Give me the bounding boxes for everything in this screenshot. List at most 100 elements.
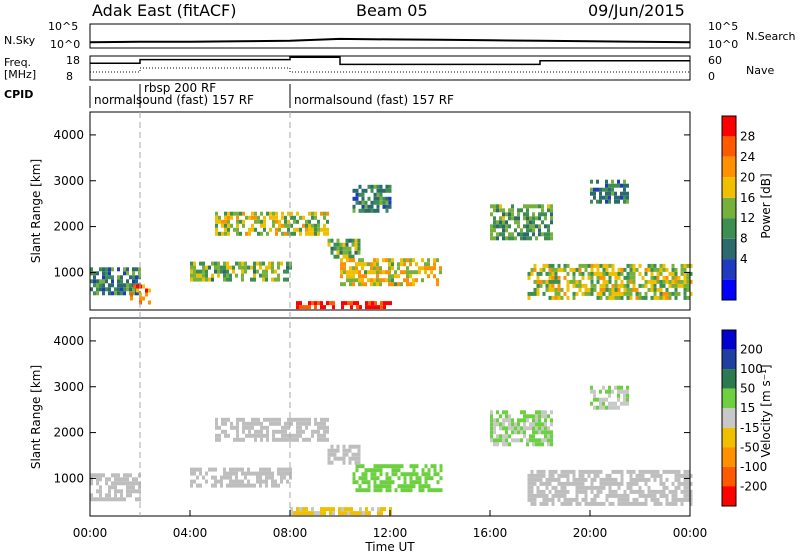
power-cell	[581, 263, 585, 268]
power-cell	[548, 287, 552, 292]
power-cell	[566, 279, 570, 284]
velocity-cell	[421, 484, 425, 489]
velocity-cell	[269, 421, 272, 426]
power-cell	[397, 274, 400, 279]
velocity-cell	[114, 473, 117, 478]
power-cell	[336, 238, 340, 243]
velocity-cell	[541, 422, 544, 427]
power-cell	[683, 283, 687, 288]
velocity-cell	[623, 397, 626, 402]
velocity-cell	[388, 476, 392, 481]
power-cell	[620, 271, 624, 276]
velocity-cell	[354, 452, 358, 457]
power-cell	[650, 283, 654, 288]
velocity-cell	[545, 481, 549, 486]
velocity-cell	[496, 438, 499, 443]
velocity-cell	[554, 477, 558, 482]
power-cell	[602, 287, 606, 292]
velocity-cell	[367, 480, 371, 485]
power-cell	[353, 301, 356, 306]
power-cell	[326, 211, 329, 216]
power-cell	[605, 183, 608, 188]
power-cell	[287, 223, 290, 228]
power-cell	[638, 295, 642, 300]
velocity-cell	[320, 417, 323, 422]
velocity-cell	[490, 426, 493, 431]
power-cell	[142, 296, 145, 301]
velocity-cell	[629, 481, 633, 486]
power-cell	[596, 263, 600, 268]
power-cell	[656, 287, 660, 292]
velocity-cell	[260, 425, 263, 430]
y-tick-label: 4000	[53, 334, 84, 348]
power-cell	[227, 223, 230, 228]
velocity-cell	[227, 433, 230, 438]
power-cell	[638, 263, 642, 268]
velocity-cell	[650, 489, 654, 494]
velocity-cell	[415, 472, 419, 477]
power-cell	[311, 223, 314, 228]
power-cell	[352, 196, 356, 201]
velocity-cell	[232, 471, 235, 476]
power-cell	[620, 183, 623, 188]
velocity-cell	[505, 442, 508, 447]
power-cell	[253, 273, 256, 278]
time-x-axis: 00:00 04:00 08:00 12:00 16:00 20:00 00:00	[73, 510, 707, 540]
velocity-cell	[99, 473, 102, 478]
velocity-cell	[296, 511, 299, 516]
power-cell	[617, 283, 621, 288]
velocity-cell	[617, 389, 620, 394]
power-cell	[330, 238, 334, 243]
velocity-cell	[361, 488, 365, 493]
power-cell	[352, 274, 355, 279]
power-cell	[602, 283, 606, 288]
power-cell	[551, 287, 555, 292]
power-cell	[348, 246, 352, 251]
velocity-cell	[235, 471, 238, 476]
velocity-cell	[117, 497, 120, 502]
velocity-cell	[302, 429, 305, 434]
velocity-cell	[199, 483, 202, 488]
power-cell	[680, 263, 684, 268]
power-cell	[296, 227, 299, 232]
velocity-cell	[226, 475, 229, 480]
velocity-cell	[263, 425, 266, 430]
velocity-cell	[545, 497, 549, 502]
power-cell	[308, 301, 311, 306]
power-cell	[611, 263, 615, 268]
velocity-cell	[277, 467, 280, 472]
velocity-cell	[505, 438, 508, 443]
power-cell	[385, 184, 389, 189]
power-cell	[117, 283, 120, 288]
power-cell	[532, 228, 535, 233]
power-cell	[333, 242, 337, 247]
velocity-cell	[317, 511, 320, 516]
power-cell	[632, 267, 636, 272]
power-cell	[626, 271, 630, 276]
power-cell	[302, 305, 305, 310]
velocity-cell	[530, 485, 534, 490]
velocity-cell	[239, 437, 242, 442]
velocity-cell	[490, 410, 493, 415]
velocity-cell	[593, 397, 596, 402]
power-cell	[409, 258, 412, 263]
velocity-cell	[257, 421, 260, 426]
power-cell	[132, 267, 135, 272]
power-cell	[277, 277, 280, 282]
velocity-cell	[545, 477, 549, 482]
velocity-cell	[505, 414, 508, 419]
power-cell	[683, 295, 687, 300]
velocity-cell	[544, 418, 547, 423]
power-cell	[671, 291, 675, 296]
power-cell	[584, 287, 588, 292]
power-cell	[352, 282, 355, 287]
power-cell	[323, 305, 326, 310]
power-cell	[368, 305, 371, 310]
power-cell	[323, 211, 326, 216]
power-cell	[644, 279, 648, 284]
power-cell	[614, 287, 618, 292]
velocity-cell	[656, 501, 660, 506]
velocity-cell	[251, 433, 254, 438]
velocity-cell	[557, 473, 561, 478]
power-cell	[584, 267, 588, 272]
